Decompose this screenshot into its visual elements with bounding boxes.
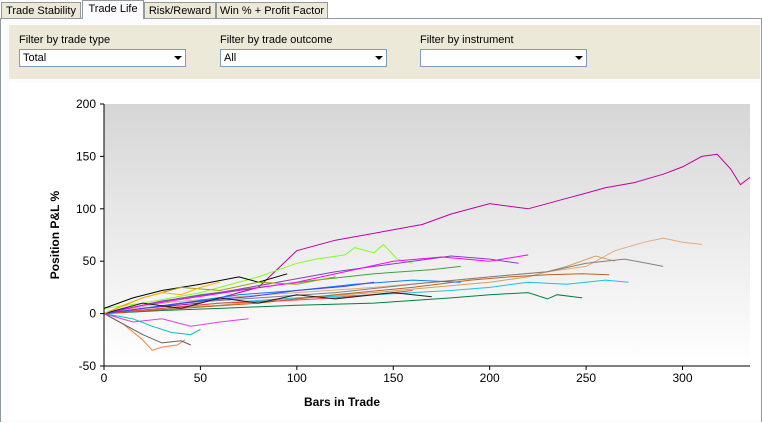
y-tick-label: 100 bbox=[76, 202, 96, 216]
series-line bbox=[103, 313, 201, 336]
instrument-label: Filter by instrument bbox=[420, 34, 514, 46]
series-line bbox=[103, 292, 583, 315]
series-line bbox=[103, 273, 610, 315]
x-tick-label: 300 bbox=[672, 371, 692, 385]
plot-background bbox=[104, 104, 750, 366]
series-line bbox=[103, 255, 616, 315]
series-line bbox=[103, 255, 519, 315]
x-tick-label: 250 bbox=[576, 371, 596, 385]
trade-life-chart: 0 50 100 150 200 250 300 -50 0 50 100 150 200 Bars i… bbox=[48, 97, 751, 409]
series-line bbox=[103, 258, 664, 315]
chart-area: 0 50 100 150 200 250 300 -50 0 50 100 150 200 Bars i… bbox=[9, 83, 760, 420]
series-line bbox=[103, 153, 751, 315]
trade-type-value: Total bbox=[23, 52, 47, 64]
tab-label: Trade Life bbox=[88, 3, 138, 15]
series-line bbox=[103, 292, 432, 315]
series-line bbox=[103, 281, 375, 315]
x-tick-label: 150 bbox=[383, 371, 403, 385]
series-line bbox=[103, 281, 220, 315]
series-line bbox=[103, 243, 413, 309]
tab-strip: Trade Stability Risk/Reward Win % + Prof… bbox=[0, 0, 762, 20]
tab-trade-stability[interactable]: Trade Stability bbox=[1, 2, 81, 18]
tab-label: Risk/Reward bbox=[148, 5, 212, 17]
instrument-select[interactable] bbox=[420, 49, 587, 67]
tab-risk-reward[interactable]: Risk/Reward bbox=[144, 2, 216, 18]
x-tick-label: 100 bbox=[287, 371, 307, 385]
x-tick-label: 0 bbox=[101, 371, 108, 385]
tab-label: Win % + Profit Factor bbox=[219, 5, 325, 17]
tab-label: Trade Stability bbox=[6, 5, 76, 17]
x-tick-label: 50 bbox=[194, 371, 208, 385]
filter-bar: Filter by trade type Total Filter by tra… bbox=[9, 25, 760, 79]
y-tick-label: 200 bbox=[76, 97, 96, 111]
y-axis-label: Position P&L % bbox=[48, 190, 62, 279]
tab-baseline bbox=[0, 18, 762, 19]
axes-group: 0 50 100 150 200 250 300 -50 0 50 100 150 200 bbox=[76, 97, 750, 385]
trade-outcome-label: Filter by trade outcome bbox=[220, 34, 333, 46]
trade-type-label: Filter by trade type bbox=[19, 34, 111, 46]
tab-win-profit-factor[interactable]: Win % + Profit Factor bbox=[216, 2, 328, 18]
x-tick-label: 200 bbox=[480, 371, 500, 385]
y-tick-label: 0 bbox=[89, 307, 96, 321]
series-line bbox=[103, 254, 529, 315]
trade-type-select[interactable]: Total bbox=[19, 49, 186, 67]
trade-outcome-select[interactable]: All bbox=[220, 49, 387, 67]
tab-trade-life[interactable]: Trade Life bbox=[82, 0, 144, 19]
series-line bbox=[103, 313, 249, 327]
y-tick-label: 150 bbox=[76, 149, 96, 163]
chevron-down-icon bbox=[174, 56, 182, 60]
x-axis-label: Bars in Trade bbox=[304, 395, 380, 409]
trade-outcome-value: All bbox=[224, 52, 237, 64]
chevron-down-icon bbox=[575, 56, 583, 60]
y-tick-label: 50 bbox=[83, 254, 97, 268]
y-tick-label: -50 bbox=[79, 359, 97, 373]
chevron-down-icon bbox=[375, 56, 383, 60]
series-line bbox=[103, 313, 191, 346]
series-group bbox=[103, 153, 751, 351]
